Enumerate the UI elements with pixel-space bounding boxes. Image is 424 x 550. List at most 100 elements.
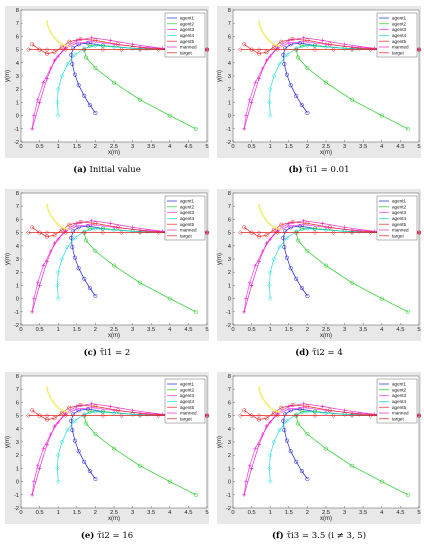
series-agent3-point xyxy=(244,296,248,301)
x-tick-label: 0.5 xyxy=(36,144,44,150)
series-agent3-point xyxy=(247,463,252,468)
series-agent2-point xyxy=(84,238,89,243)
x-tick-label: 0 xyxy=(231,510,234,516)
series-agent4-point xyxy=(111,410,117,416)
x-tick-label: 2 xyxy=(306,144,309,150)
x-tick-label: 1.5 xyxy=(73,510,81,516)
series-agent3-point xyxy=(244,479,248,484)
series-agent2-point xyxy=(87,43,92,48)
series-agent1-point xyxy=(93,293,98,299)
series-agent5-point xyxy=(115,408,120,413)
legend-label-agent5: agent5 xyxy=(180,405,194,410)
x-tick-label: 4.5 xyxy=(396,327,404,333)
series-agent2-point xyxy=(93,249,98,254)
y-tick-label: 4 xyxy=(228,61,232,67)
series-agent3-point xyxy=(41,80,46,85)
panel-caption: (d) τ̄i2 = 4 xyxy=(295,347,342,358)
series-agent3-point xyxy=(324,225,328,230)
series-agent2-point xyxy=(111,446,117,451)
series-agent1-point xyxy=(284,255,289,260)
series-manned-point xyxy=(130,225,135,230)
x-tick-label: 1 xyxy=(269,327,272,333)
series-manned-point xyxy=(320,38,325,43)
y-tick-label: 0 xyxy=(16,114,19,120)
y-tick-label: 7 xyxy=(16,387,19,393)
series-agent4-point xyxy=(267,466,272,471)
legend-label-agent5: agent5 xyxy=(180,39,194,44)
series-agent4-point xyxy=(111,44,117,50)
series-agent2-point xyxy=(296,55,301,60)
legend-label-manned: manned xyxy=(392,411,409,416)
x-tick-label: 0.5 xyxy=(36,510,44,516)
series-target-point xyxy=(416,47,422,52)
series-target-point xyxy=(100,230,106,235)
series-agent2-point xyxy=(349,463,355,468)
y-tick-label: 4 xyxy=(228,427,232,433)
legend-label-manned: manned xyxy=(180,411,197,416)
legend-box xyxy=(164,195,206,241)
series-agent1-point xyxy=(76,449,81,454)
series-target-point xyxy=(349,230,355,235)
y-tick-label: 2 xyxy=(228,270,231,276)
series-agent2-point xyxy=(167,113,172,118)
x-tick-label: 4.5 xyxy=(184,510,192,516)
series-agent5-point xyxy=(264,50,269,55)
series-agent5-line xyxy=(243,404,419,420)
legend-label-agent4: agent4 xyxy=(392,399,406,404)
series-agent4-point xyxy=(55,86,61,92)
series-agent4-point xyxy=(72,52,78,58)
legend-label-manned: manned xyxy=(392,228,409,233)
legend-label-agent1: agent1 xyxy=(392,199,406,204)
series-target-point xyxy=(293,230,299,235)
series-manned-point xyxy=(264,241,269,245)
series-manned-point xyxy=(320,221,325,226)
series-agent2-point xyxy=(379,113,384,118)
x-tick-label: 4.5 xyxy=(396,144,404,150)
series-agent5-point xyxy=(271,227,276,233)
series-agent2-point xyxy=(93,66,98,71)
series-manned-point xyxy=(242,310,246,314)
y-tick-label: 3 xyxy=(228,74,231,80)
series-agent4-point xyxy=(323,410,329,416)
series-agent1-point xyxy=(76,266,81,271)
series-agent4-point xyxy=(349,412,355,418)
y-axis-label: y(m) xyxy=(217,253,223,265)
series-agent2-point xyxy=(379,479,384,484)
series-manned-point xyxy=(342,408,347,413)
x-tick-label: 0 xyxy=(19,144,22,150)
series-agent4-point xyxy=(277,61,282,67)
series-target-point xyxy=(293,47,299,52)
series-agent2-point xyxy=(305,66,310,71)
y-tick-label: 0 xyxy=(228,297,231,303)
y-tick-label: 1 xyxy=(16,100,19,106)
y-axis-label: y(m) xyxy=(5,436,11,448)
series-agent4-point xyxy=(305,226,310,231)
series-target-point xyxy=(349,47,355,52)
series-target-point xyxy=(275,230,280,235)
series-agent5-point xyxy=(264,233,269,238)
series-agent2-point xyxy=(87,226,92,231)
series-agent1-point xyxy=(76,83,81,88)
x-tick-label: 3.5 xyxy=(359,144,367,150)
series-manned-point xyxy=(320,404,325,409)
y-tick-label: 2 xyxy=(16,453,19,459)
series-agent2-point xyxy=(193,126,198,131)
y-tick-label: -1 xyxy=(226,310,231,316)
series-agent5-point xyxy=(279,222,284,227)
series-agent1-point xyxy=(72,72,77,77)
x-tick-label: 0.5 xyxy=(248,144,256,150)
legend-label-manned: manned xyxy=(392,45,409,50)
y-axis-label: y(m) xyxy=(5,253,11,265)
series-agent5-point xyxy=(78,402,83,408)
legend-label-agent4: agent4 xyxy=(392,216,406,221)
series-agent1-point xyxy=(87,102,92,108)
series-agent5-point xyxy=(271,44,276,50)
y-tick-label: 3 xyxy=(16,440,19,446)
x-tick-label: 1.5 xyxy=(285,327,293,333)
y-tick-label: -1 xyxy=(14,493,19,499)
series-agent1-point xyxy=(82,459,87,464)
caption-text: τ̄i1 = 2 xyxy=(100,348,131,358)
series-manned-point xyxy=(30,493,34,497)
series-agent4-point xyxy=(81,411,87,417)
x-tick-label: 3.5 xyxy=(359,510,367,516)
